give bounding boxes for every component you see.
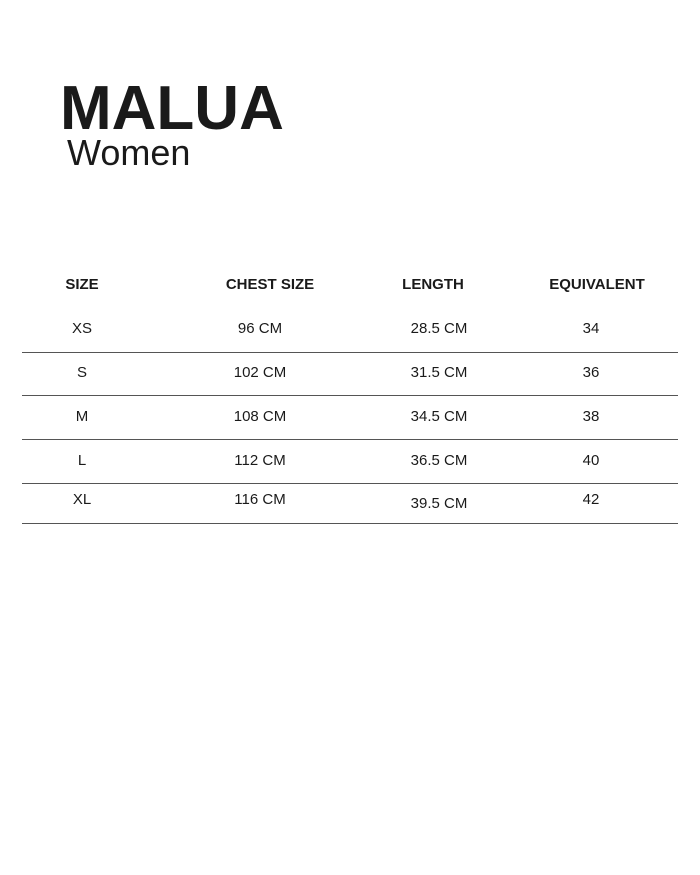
table-cell: 38 (582, 408, 600, 425)
row-divider (22, 483, 678, 484)
table-cell: 116 CM (234, 491, 286, 508)
column-header: SIZE (65, 276, 99, 293)
table-cell: 39.5 CM (410, 495, 468, 512)
row-divider (22, 523, 678, 524)
brand-title: MALUA (60, 74, 284, 143)
row-divider (22, 352, 678, 353)
table-cell: 36.5 CM (410, 452, 468, 469)
table-cell: XS (71, 320, 93, 337)
table-cell: 36 (582, 364, 600, 381)
table-cell: 108 CM (233, 408, 287, 425)
column-header: CHEST SIZE (225, 276, 315, 293)
row-divider (22, 395, 678, 396)
table-cell: XL (72, 491, 92, 508)
table-cell: 96 CM (237, 320, 283, 337)
table-cell: 42 (582, 491, 600, 508)
table-cell: M (75, 408, 89, 425)
table-cell: 102 CM (233, 364, 287, 381)
table-cell: 31.5 CM (410, 364, 468, 381)
table-cell: 34.5 CM (410, 408, 468, 425)
table-cell: 34 (582, 320, 600, 337)
table-cell: L (77, 452, 87, 469)
row-divider (22, 439, 678, 440)
column-header: EQUIVALENT (549, 276, 645, 293)
table-cell: 112 CM (234, 452, 286, 469)
column-header: LENGTH (402, 276, 464, 293)
table-cell: S (76, 364, 88, 381)
subtitle: Women (67, 132, 191, 173)
table-cell: 40 (582, 452, 600, 469)
table-cell: 28.5 CM (410, 320, 468, 337)
